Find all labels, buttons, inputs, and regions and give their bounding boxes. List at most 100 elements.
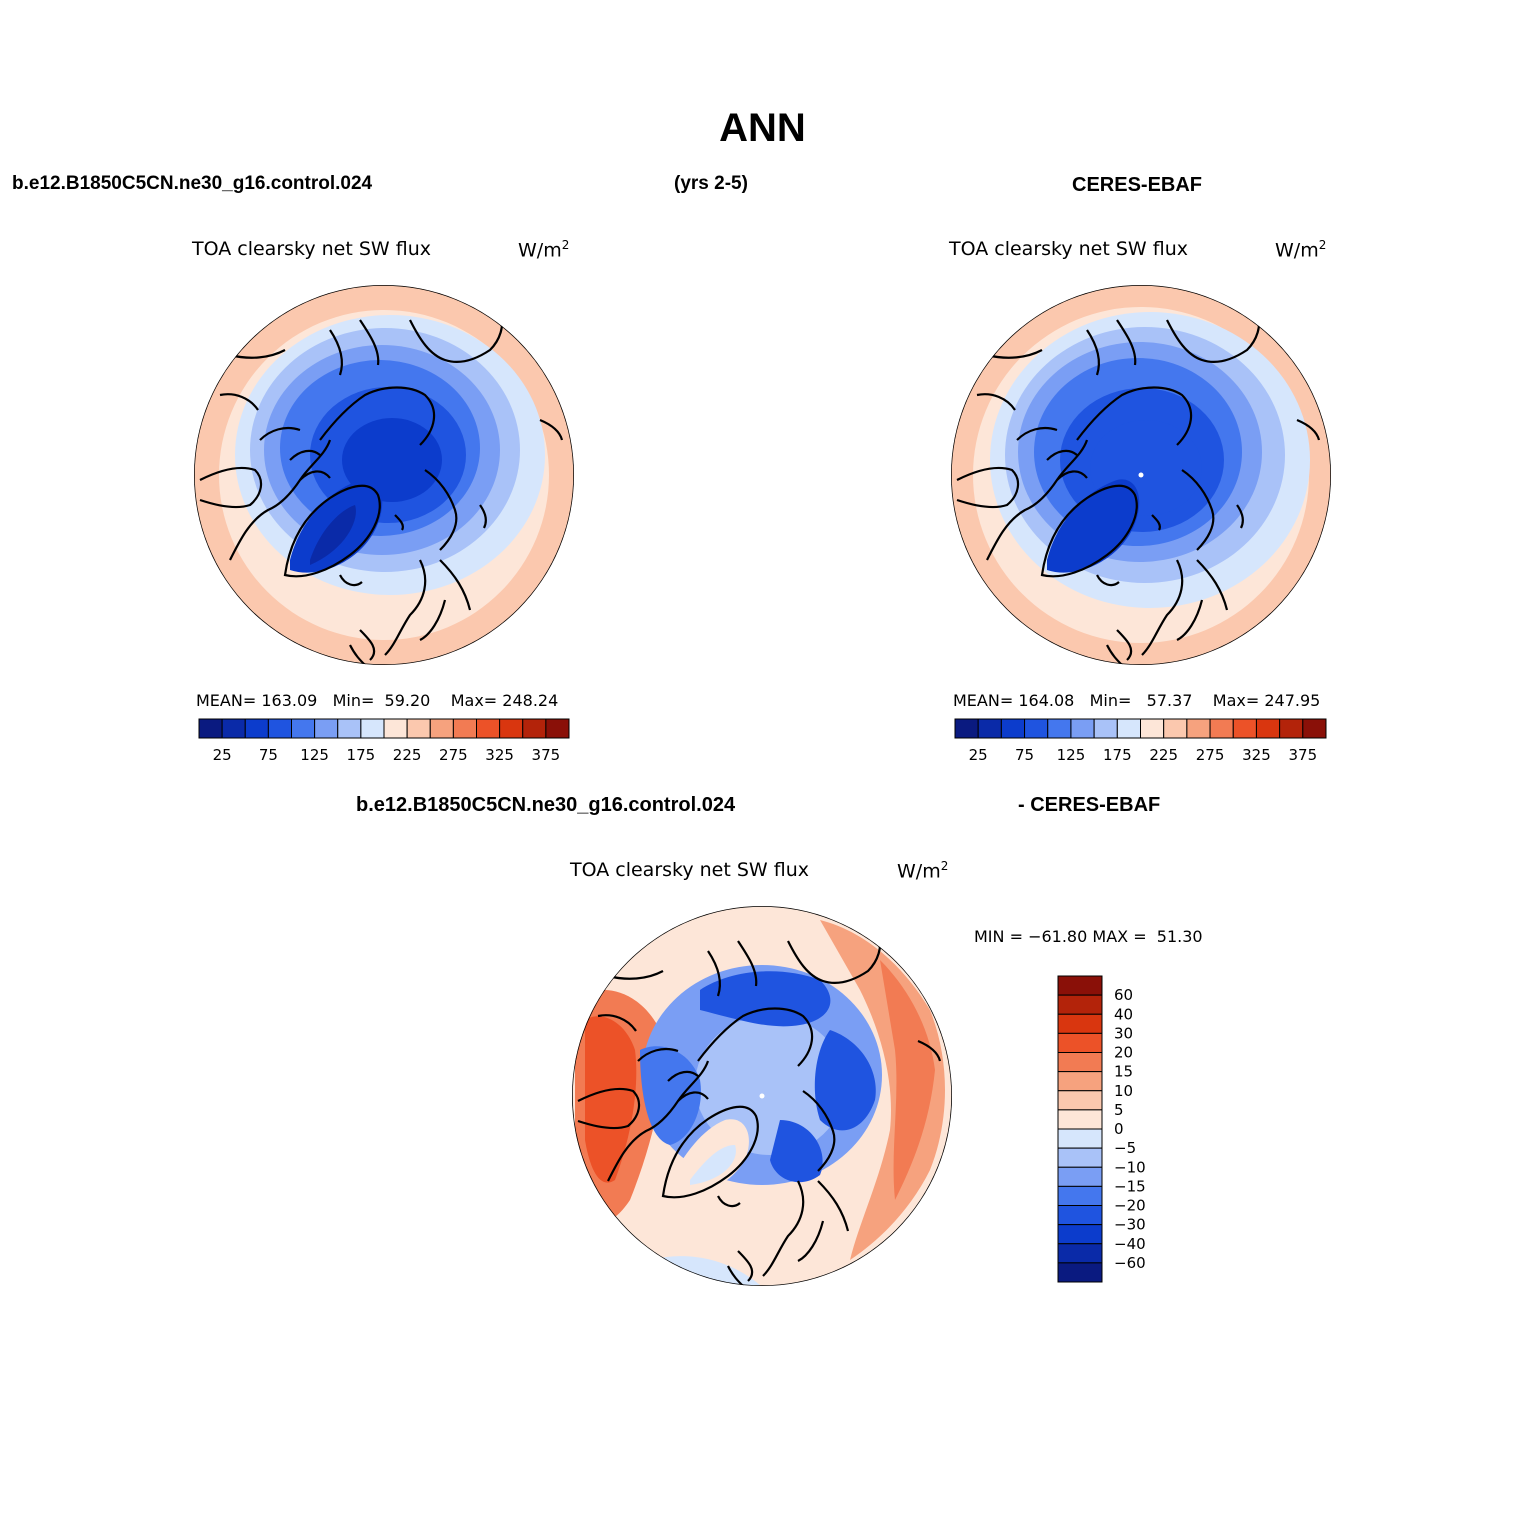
colorbar-model-tick-label: 325 [485, 746, 514, 764]
colorbar-diff-tick-label: 20 [1114, 1044, 1133, 1062]
colorbar-diff-swatch [1057, 1185, 1103, 1206]
colorbar-diff-tick-label: 40 [1114, 1005, 1133, 1023]
colorbar-model-swatch [360, 718, 385, 739]
colorbar-model-swatch [452, 718, 477, 739]
diff-map [572, 906, 952, 1286]
obs-map [951, 285, 1331, 665]
colorbar-diff-tick-label: 15 [1114, 1063, 1133, 1081]
colorbar-diff-swatch [1057, 1109, 1103, 1130]
colorbar-obs-tick-label: 225 [1149, 746, 1178, 764]
colorbar-diff-tick-label: −20 [1114, 1197, 1146, 1215]
colorbar-model-swatch [499, 718, 524, 739]
colorbar-model-swatch [545, 718, 570, 739]
colorbar-model-tick-label: 375 [532, 746, 561, 764]
panel-2-stats: MEAN= 164.08 Min= 57.37 Max= 247.95 [953, 691, 1321, 710]
colorbar-model-swatch [337, 718, 362, 739]
colorbar-obs-tick-label: 25 [969, 746, 988, 764]
colorbar-obs-swatch [1302, 718, 1327, 739]
panel-2-title: TOA clearsky net SW flux [949, 238, 1189, 260]
colorbar-diff-swatch [1057, 1166, 1103, 1187]
panel-1-stats: MEAN= 163.09 Min= 59.20 Max= 248.24 [196, 691, 559, 710]
colorbar-diff-tick-label: 10 [1114, 1082, 1133, 1100]
colorbar-diff-swatch [1057, 994, 1103, 1015]
colorbar-diff-swatch [1057, 1224, 1103, 1245]
colorbar-model-tick-label: 175 [347, 746, 376, 764]
colorbar-obs-swatch [977, 718, 1002, 739]
colorbar-model-swatch [221, 718, 246, 739]
colorbar-obs: 25 75 125 175 225 275 325 375 [954, 718, 1327, 764]
colorbar-obs-swatch [1279, 718, 1304, 739]
diff-title: TOA clearsky net SW flux [570, 859, 810, 881]
colorbar-diff-swatch [1057, 1243, 1103, 1264]
colorbar-diff-swatch [1057, 1147, 1103, 1168]
years-label: (yrs 2-5) [674, 173, 748, 194]
main-title: ANN [719, 106, 806, 150]
colorbar-obs-swatch [1047, 718, 1072, 739]
colorbar-diff-swatch [1057, 1128, 1103, 1149]
colorbar-model-swatch [383, 718, 408, 739]
colorbar-obs-swatch [1024, 718, 1049, 739]
panel-1-title: TOA clearsky net SW flux [192, 238, 432, 260]
colorbar-diff-swatch [1057, 1262, 1103, 1283]
panel-1-units: W/m2 [518, 238, 570, 262]
colorbar-obs-swatch [1255, 718, 1281, 739]
colorbar-model-swatch [291, 718, 316, 739]
colorbar-diff-tick-label: 30 [1114, 1024, 1133, 1042]
panel-2-units: W/m2 [1275, 238, 1327, 262]
colorbar-obs-tick-label: 175 [1103, 746, 1132, 764]
case-name: b.e12.B1850C5CN.ne30_g16.control.024 [12, 173, 373, 194]
colorbar-model: 25 75 125 175 225 275 325 375 [198, 718, 570, 764]
obs-name: CERES-EBAF [1072, 174, 1203, 196]
colorbar-obs-tick-label: 325 [1242, 746, 1271, 764]
colorbar-obs-tick-label: 75 [1015, 746, 1034, 764]
colorbar-diff-swatch [1057, 1205, 1103, 1226]
colorbar-model-swatch [314, 718, 339, 739]
colorbar-obs-swatch [1000, 718, 1026, 739]
colorbar-obs-tick-label: 125 [1057, 746, 1086, 764]
colorbar-model-swatch [244, 718, 269, 739]
colorbar-diff-tick-label: −60 [1114, 1254, 1146, 1272]
colorbar-obs-swatch [954, 718, 979, 739]
colorbar-model-swatch [429, 718, 454, 739]
colorbar-model-tick-label: 25 [213, 746, 232, 764]
colorbar-diff-swatch [1057, 1071, 1103, 1092]
colorbar-diff-tick-label: −15 [1114, 1177, 1146, 1195]
colorbar-model-tick-label: 275 [439, 746, 468, 764]
colorbar-obs-swatch [1116, 718, 1141, 739]
diff-obs-label: - CERES-EBAF [1018, 794, 1161, 816]
colorbar-diff-swatch [1057, 1090, 1103, 1111]
colorbar-obs-swatch [1232, 718, 1257, 739]
colorbar-diff-tick-label: −5 [1114, 1139, 1136, 1157]
colorbar-diff-swatch [1057, 975, 1103, 996]
colorbar-obs-swatch [1070, 718, 1095, 739]
colorbar-obs-swatch [1163, 718, 1188, 739]
colorbar-obs-swatch [1140, 718, 1165, 739]
colorbar-obs-swatch [1186, 718, 1211, 739]
colorbar-obs-tick-label: 375 [1288, 746, 1317, 764]
diff-minmax: MIN = −61.80 MAX = 51.30 [974, 927, 1203, 946]
colorbar-model-swatch [522, 718, 547, 739]
diff-case-label: b.e12.B1850C5CN.ne30_g16.control.024 [356, 794, 736, 816]
colorbar-model-swatch [476, 718, 501, 739]
colorbar-diff-swatch [1057, 1013, 1103, 1034]
colorbar-model-swatch [267, 718, 292, 739]
colorbar-obs-tick-label: 275 [1196, 746, 1225, 764]
colorbar-obs-swatch [1209, 718, 1234, 739]
colorbar-obs-swatch [1093, 718, 1118, 739]
colorbar-diff-tick-label: −10 [1114, 1158, 1146, 1176]
colorbar-model-tick-label: 75 [259, 746, 278, 764]
colorbar-diff-tick-label: 0 [1114, 1120, 1124, 1138]
colorbar-model-tick-label: 225 [393, 746, 422, 764]
colorbar-model-swatch [406, 718, 431, 739]
colorbar-diff-tick-label: 5 [1114, 1101, 1124, 1119]
colorbar-diff-swatch [1057, 1032, 1103, 1053]
colorbar-diff-tick-label: −30 [1114, 1216, 1146, 1234]
colorbar-diff-tick-label: −40 [1114, 1235, 1146, 1253]
colorbar-model-tick-label: 125 [300, 746, 329, 764]
colorbar-model-swatch [198, 718, 223, 739]
colorbar-diff-tick-label: 60 [1114, 986, 1133, 1004]
colorbar-diff-swatch [1057, 1052, 1103, 1073]
diff-units: W/m2 [897, 859, 949, 883]
